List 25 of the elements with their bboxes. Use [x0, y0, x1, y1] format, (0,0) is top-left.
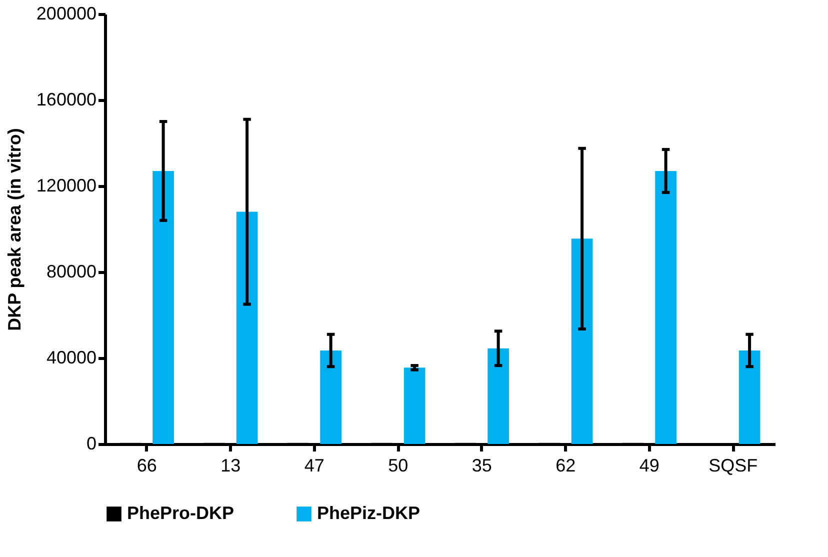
bar [236, 212, 258, 444]
y-tick-label: 120000 [36, 176, 96, 196]
bar [655, 170, 676, 444]
y-tick-label: 80000 [46, 262, 96, 282]
y-tick-label: 160000 [36, 90, 96, 110]
bar [152, 170, 174, 444]
bar [571, 238, 593, 444]
x-tick-label: SQSF [708, 456, 758, 476]
y-tick-label: 200000 [36, 4, 96, 24]
y-axis-title: DKP peak area (in vitro) [4, 128, 24, 331]
y-tick-label: 0 [86, 434, 96, 454]
x-tick-label: 13 [220, 456, 241, 476]
legend-label: PhePiz-DKP [317, 503, 420, 523]
x-tick-label: 50 [388, 456, 408, 476]
bar [320, 350, 342, 444]
bar [488, 348, 509, 444]
bar [738, 350, 760, 444]
bar [404, 368, 426, 444]
legend-label: PhePro-DKP [127, 503, 234, 523]
x-tick-label: 49 [639, 456, 660, 476]
x-tick-label: 47 [304, 456, 324, 476]
y-tick-label: 40000 [46, 348, 96, 368]
x-tick-label: 66 [136, 456, 157, 476]
x-tick-label: 62 [556, 456, 576, 476]
x-tick-label: 35 [472, 456, 492, 476]
